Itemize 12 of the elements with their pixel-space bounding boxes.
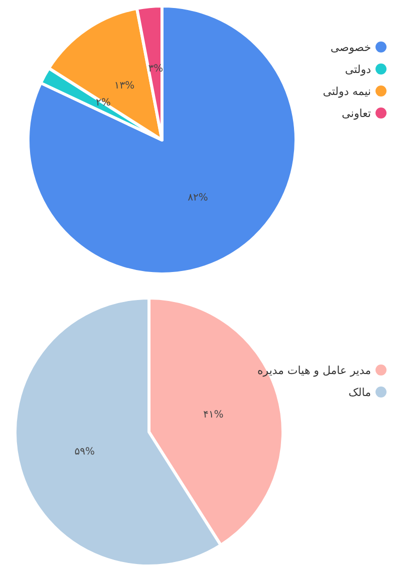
- pie-slice: [26, 4, 298, 276]
- legend-label: خصوصی: [330, 41, 371, 54]
- data-label: ۴۱%: [203, 409, 224, 420]
- legend-label: مدیر عامل و هیات مدیره: [257, 364, 372, 377]
- legend-label: دولتی: [344, 63, 372, 76]
- data-label: ۲%: [96, 98, 111, 109]
- legend-label: نیمه دولتی: [322, 85, 371, 98]
- legend-label: تعاونی: [342, 107, 371, 120]
- legend-label: مالک: [348, 386, 372, 399]
- data-label: ۸۲%: [188, 192, 208, 204]
- data-label: ۱۳%: [114, 80, 134, 92]
- data-label: ۵۹%: [74, 446, 95, 458]
